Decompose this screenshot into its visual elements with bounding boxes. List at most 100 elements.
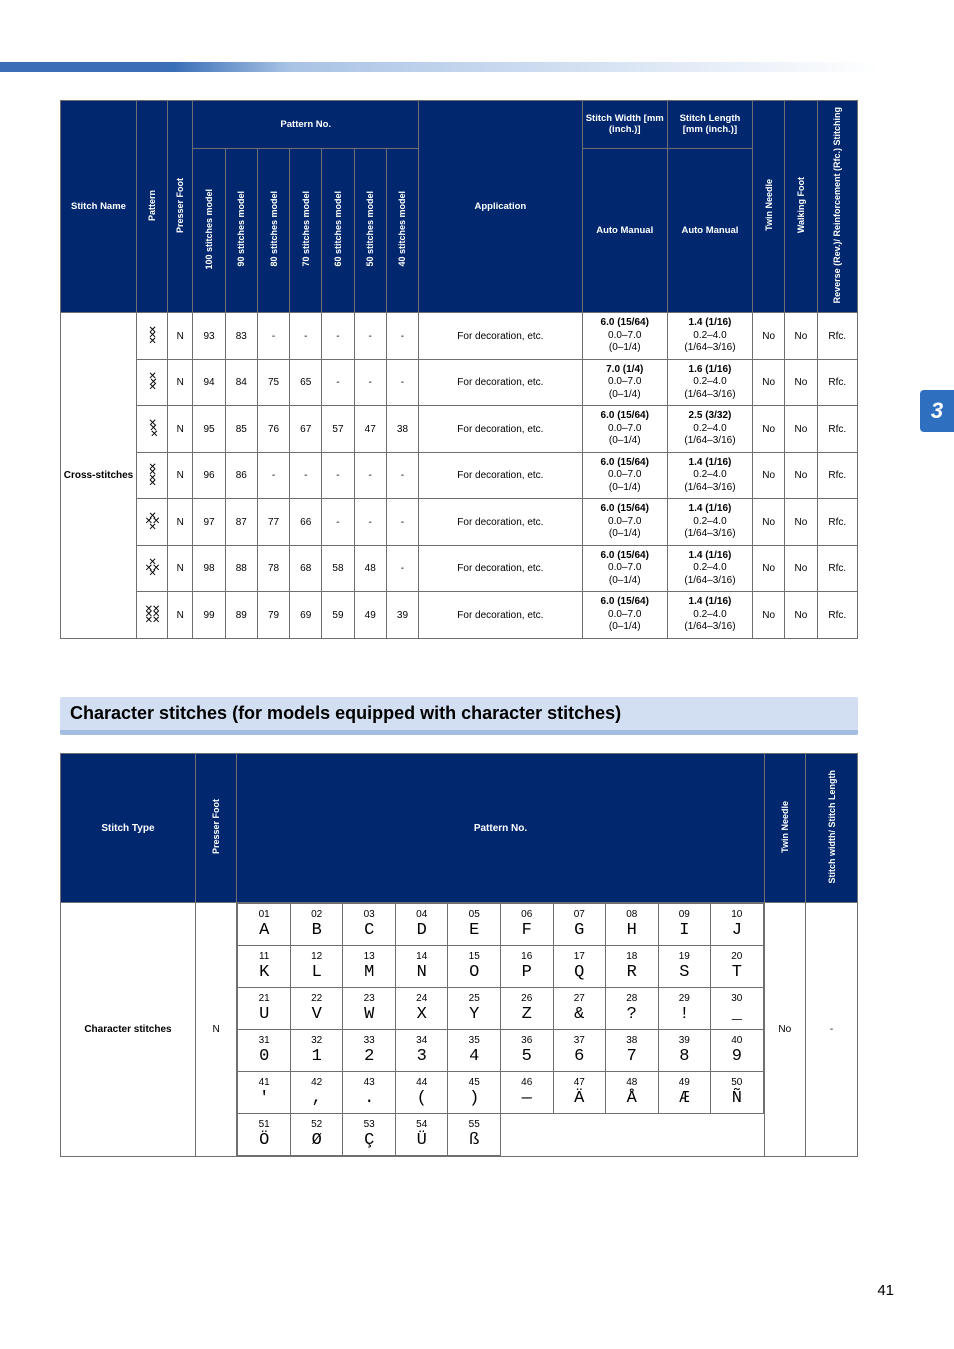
char-cell: 409 xyxy=(711,1030,764,1072)
char-cell: 24X xyxy=(395,988,448,1030)
character-stitch-table: Stitch Type Presser Foot Pattern No. Twi… xyxy=(60,753,858,1158)
char-cell: 42, xyxy=(290,1072,343,1114)
model-value: 96 xyxy=(193,452,225,499)
model-value: - xyxy=(322,313,354,360)
char-cell: 17Q xyxy=(553,946,606,988)
char-cell: 51Ö xyxy=(238,1114,291,1156)
chapter-tab: 3 xyxy=(920,390,954,432)
stitch-length: 1.4 (1/16)0.2–4.0(1/64–3/16) xyxy=(667,592,752,639)
char-cell: 376 xyxy=(553,1030,606,1072)
char-cell xyxy=(500,1114,553,1156)
walk: No xyxy=(785,592,817,639)
application: For decoration, etc. xyxy=(419,545,583,592)
char-cell: 16P xyxy=(500,946,553,988)
cross-stitch-table: Stitch Name Pattern Presser Foot Pattern… xyxy=(60,100,858,639)
char-cell: 22V xyxy=(290,988,343,1030)
header-stripe xyxy=(0,62,290,72)
model-value: 78 xyxy=(257,545,289,592)
application: For decoration, etc. xyxy=(419,592,583,639)
presser: N xyxy=(168,592,193,639)
th-pattern: Pattern xyxy=(137,101,168,313)
char-cell: 25Y xyxy=(448,988,501,1030)
header-stripe-fade xyxy=(290,62,880,72)
char-cell: 398 xyxy=(658,1030,711,1072)
th-twin-needle: Twin Needle xyxy=(753,101,785,313)
char-cell: 54Ü xyxy=(395,1114,448,1156)
char-cell: 365 xyxy=(500,1030,553,1072)
char-cell: 55ß xyxy=(448,1114,501,1156)
char-cell: 332 xyxy=(343,1030,396,1072)
model-value: - xyxy=(354,499,386,546)
stitch-width: 6.0 (15/64)0.0–7.0(0–1/4) xyxy=(582,545,667,592)
stitch-length: 1.4 (1/16)0.2–4.0(1/64–3/16) xyxy=(667,452,752,499)
walk: No xyxy=(785,313,817,360)
model-value: 85 xyxy=(225,406,257,453)
model-value: 68 xyxy=(290,545,322,592)
twin: No xyxy=(753,545,785,592)
char-cell xyxy=(553,1114,606,1156)
char-cell: 43. xyxy=(343,1072,396,1114)
model-value: 59 xyxy=(322,592,354,639)
twin: No xyxy=(753,452,785,499)
model-value: 75 xyxy=(257,359,289,406)
pattern-glyph: ✕ ✕ ✕ xyxy=(137,313,168,360)
th-stitch-name: Stitch Name xyxy=(61,101,137,313)
pattern-glyph: ✕✕ ✕✕ ✕✕ xyxy=(137,592,168,639)
stitch-width: 6.0 (15/64)0.0–7.0(0–1/4) xyxy=(582,592,667,639)
twin: No xyxy=(753,499,785,546)
char-cell xyxy=(711,1114,764,1156)
model-value: 39 xyxy=(386,592,418,639)
char-cell: 30_ xyxy=(711,988,764,1030)
rev: Rfc. xyxy=(817,545,857,592)
t2-th-twin-needle: Twin Needle xyxy=(764,753,806,903)
char-cell: 354 xyxy=(448,1030,501,1072)
model-value: - xyxy=(354,359,386,406)
model-value: 95 xyxy=(193,406,225,453)
model-value: 38 xyxy=(386,406,418,453)
model-value: 48 xyxy=(354,545,386,592)
presser: N xyxy=(168,545,193,592)
th-stitch-width: Stitch Width [mm (inch.)] xyxy=(582,101,667,149)
th-reverse: Reverse (Rev.)/ Reinforcement (Rfc.) Sti… xyxy=(817,101,857,313)
pattern-glyph: ✕ ✕✕ ✕ xyxy=(137,545,168,592)
walk: No xyxy=(785,499,817,546)
char-cell: 04D xyxy=(395,904,448,946)
th-stitch-length: Stitch Length [mm (inch.)] xyxy=(667,101,752,149)
application: For decoration, etc. xyxy=(419,406,583,453)
pattern-glyph: ✕ ✕ ✕ ✕ xyxy=(137,452,168,499)
char-cell: 19S xyxy=(658,946,711,988)
presser: N xyxy=(168,359,193,406)
char-cell: 387 xyxy=(606,1030,659,1072)
model-value: - xyxy=(290,313,322,360)
th-presser-foot: Presser Foot xyxy=(168,101,193,313)
stitch-width: 6.0 (15/64)0.0–7.0(0–1/4) xyxy=(582,499,667,546)
model-value: 67 xyxy=(290,406,322,453)
char-cell: 23W xyxy=(343,988,396,1030)
char-cell: 03C xyxy=(343,904,396,946)
char-cell: 10J xyxy=(711,904,764,946)
char-cell: 44( xyxy=(395,1072,448,1114)
model-value: 77 xyxy=(257,499,289,546)
char-cell: 20T xyxy=(711,946,764,988)
char-cell: 50Ñ xyxy=(711,1072,764,1114)
char-cell: 45) xyxy=(448,1072,501,1114)
char-cell: 18R xyxy=(606,946,659,988)
twin: No xyxy=(753,313,785,360)
t2-widthlen: - xyxy=(806,903,858,1157)
char-cell: 07G xyxy=(553,904,606,946)
page-number: 41 xyxy=(877,1282,894,1299)
twin: No xyxy=(753,592,785,639)
th-model-80: 80 stitches model xyxy=(257,148,289,312)
model-value: 94 xyxy=(193,359,225,406)
stitch-width: 6.0 (15/64)0.0–7.0(0–1/4) xyxy=(582,406,667,453)
rev: Rfc. xyxy=(817,359,857,406)
model-value: 98 xyxy=(193,545,225,592)
model-value: 87 xyxy=(225,499,257,546)
model-value: 66 xyxy=(290,499,322,546)
char-cell: 52Ø xyxy=(290,1114,343,1156)
char-cell: 343 xyxy=(395,1030,448,1072)
th-model-60: 60 stitches model xyxy=(322,148,354,312)
application: For decoration, etc. xyxy=(419,452,583,499)
char-cell: 05E xyxy=(448,904,501,946)
t2-th-width-length: Stitch width/ Stitch Length xyxy=(806,753,858,903)
